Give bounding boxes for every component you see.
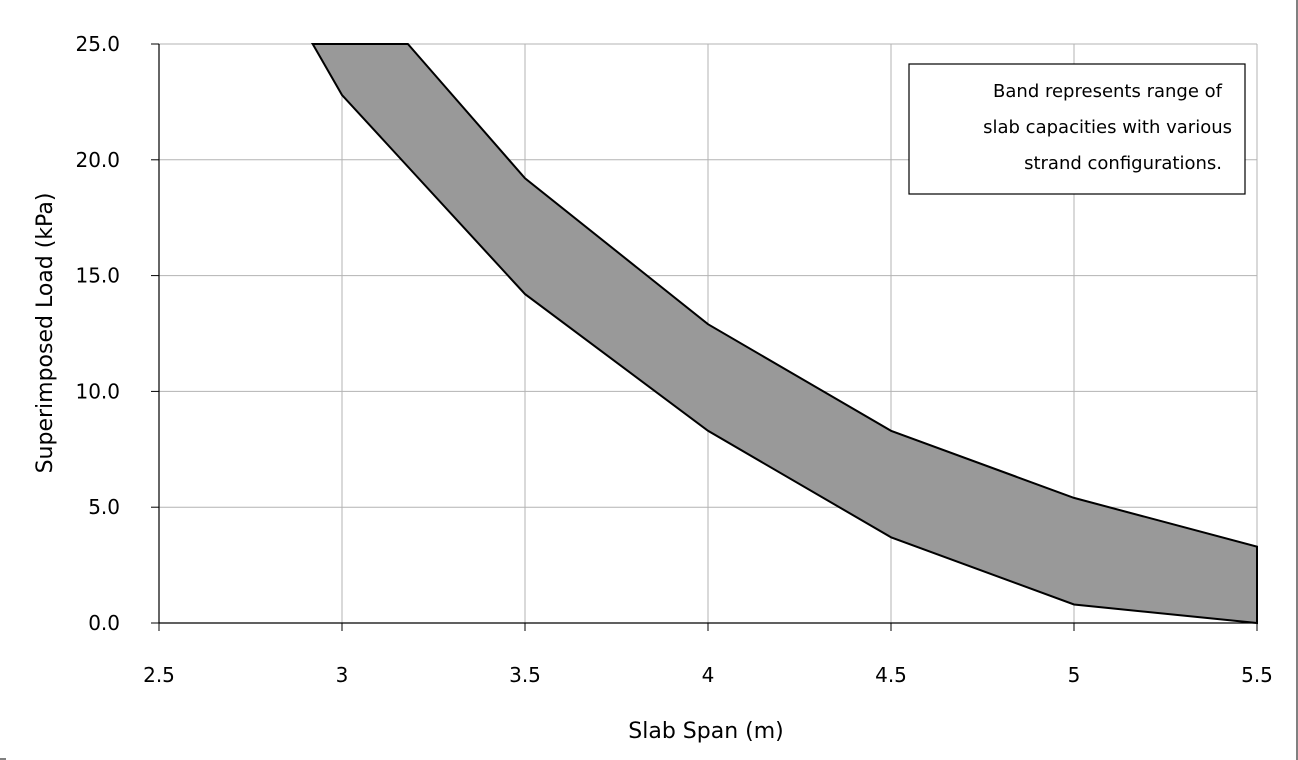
annotation-box: Band represents range of slab capacities… bbox=[908, 63, 1246, 195]
x-tick-label: 3 bbox=[336, 663, 349, 687]
y-axis-title: Superimposed Load (kPa) bbox=[33, 193, 58, 474]
y-tick-label: 20.0 bbox=[75, 148, 120, 172]
annotation-line-1: Band represents range of bbox=[993, 81, 1223, 102]
x-tick-label: 2.5 bbox=[143, 663, 175, 687]
x-tick-labels: 2.5 3 3.5 4 4.5 5 5.5 bbox=[143, 663, 1273, 687]
capacity-band bbox=[310, 43, 1258, 625]
y-tick-label: 10.0 bbox=[75, 379, 120, 403]
y-tick-label: 25.0 bbox=[75, 32, 120, 56]
x-axis-title: Slab Span (m) bbox=[628, 719, 783, 744]
x-tick-label: 5 bbox=[1068, 663, 1081, 687]
annotation-line-3: strand configurations. bbox=[1024, 153, 1222, 174]
annotation-frame bbox=[908, 63, 1246, 195]
x-tick-label: 3.5 bbox=[509, 663, 541, 687]
y-tick-label: 15.0 bbox=[75, 264, 120, 288]
axes bbox=[151, 43, 1258, 631]
band-area bbox=[310, 43, 1258, 625]
x-tick-label: 5.5 bbox=[1241, 663, 1273, 687]
y-tick-labels: 0.0 5.0 10.0 15.0 20.0 25.0 bbox=[75, 32, 120, 635]
x-tick-label: 4 bbox=[702, 663, 715, 687]
y-tick-label: 0.0 bbox=[88, 611, 120, 635]
x-tick-label: 4.5 bbox=[875, 663, 907, 687]
y-tick-label: 5.0 bbox=[88, 495, 120, 519]
annotation-line-2: slab capacities with various bbox=[983, 117, 1232, 138]
